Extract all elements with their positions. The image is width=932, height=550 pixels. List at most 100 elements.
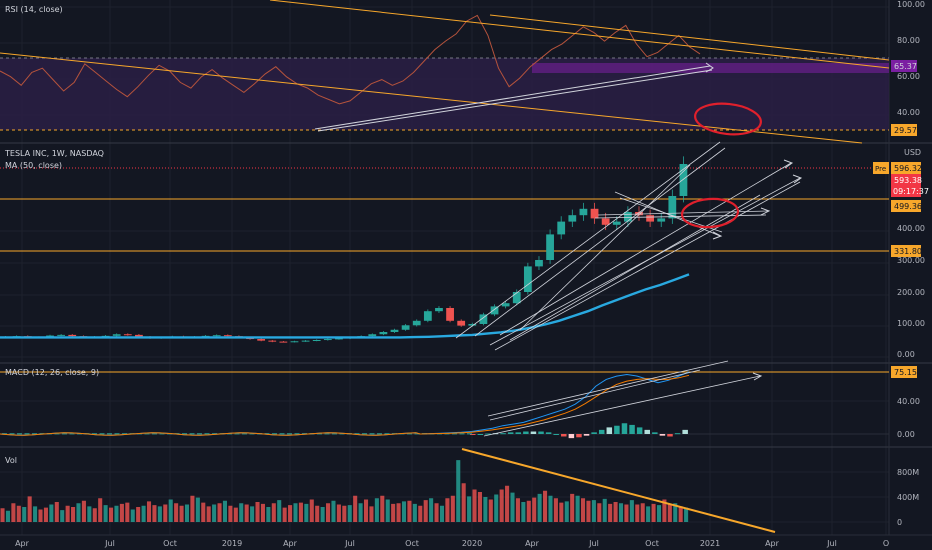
channel-line-2[interactable] bbox=[474, 147, 726, 337]
rsi-orange-trendline-3[interactable] bbox=[489, 14, 890, 61]
rsi-white-trendline-1[interactable] bbox=[314, 65, 711, 130]
rsi-tick-80: 80.00 bbox=[897, 36, 920, 45]
macd-pane[interactable]: MACD (12, 26, close, 9) bbox=[0, 360, 889, 439]
time-tick-label: Jul bbox=[588, 539, 599, 548]
volume-trendline[interactable] bbox=[461, 448, 776, 533]
volume-scale[interactable]: 800M 400M 0 bbox=[897, 468, 919, 527]
rsi-white-trendline-2[interactable] bbox=[317, 69, 713, 132]
rsi-scale[interactable]: 100.00 80.00 60.00 40.00 bbox=[897, 0, 925, 117]
volume-bar bbox=[201, 502, 206, 522]
candle-body bbox=[623, 212, 632, 222]
macd-histogram-bar bbox=[377, 433, 382, 435]
macd-histogram-bar bbox=[92, 433, 97, 435]
volume-bar bbox=[651, 503, 656, 522]
volume-bar bbox=[152, 505, 157, 522]
volume-bar bbox=[673, 503, 678, 522]
rsi-pane[interactable]: RSI (14, close) bbox=[0, 0, 890, 144]
volume-bar bbox=[353, 495, 358, 522]
channel-line-7[interactable] bbox=[519, 164, 691, 331]
candle-body bbox=[668, 196, 677, 219]
volume-bar bbox=[184, 504, 190, 522]
macd-histogram-bar bbox=[477, 434, 484, 435]
volume-bar bbox=[16, 505, 21, 522]
volume-bar bbox=[401, 501, 407, 522]
rsi-red-circle-annotation[interactable] bbox=[694, 101, 763, 138]
volume-bar bbox=[103, 505, 108, 522]
volume-bar bbox=[11, 503, 16, 522]
macd-histogram-bar bbox=[523, 431, 529, 434]
candle-body bbox=[546, 234, 554, 260]
macd-histogram-bar bbox=[62, 433, 67, 435]
macd-value-tag: 75.15 bbox=[891, 366, 917, 378]
volume-bar bbox=[418, 505, 423, 522]
rsi-series-line bbox=[0, 14, 701, 105]
macd-histogram-bar bbox=[317, 433, 322, 435]
macd-histogram-bar bbox=[32, 433, 37, 435]
time-tick-label: 2019 bbox=[222, 539, 242, 548]
volume-bar bbox=[190, 495, 195, 522]
time-axis[interactable]: Apr Jul Oct 2019 Apr Jul Oct 2020 Apr Jul Oct 2021 A… bbox=[15, 539, 889, 548]
volume-bar bbox=[499, 489, 504, 522]
macd-histogram-bar bbox=[667, 434, 673, 437]
macd-signal-line bbox=[0, 374, 690, 436]
macd-histogram-bar bbox=[500, 433, 506, 435]
price-tick-400: 400.00 bbox=[897, 224, 925, 233]
macd-scale[interactable]: 40.00 0.00 bbox=[897, 397, 920, 439]
price-scale[interactable]: 400.00 300.00 200.00 100.00 0.00 bbox=[897, 224, 925, 359]
macd-histogram-bar bbox=[362, 433, 367, 435]
volume-bar bbox=[385, 499, 390, 522]
ma-title: MA (50, close) bbox=[5, 161, 62, 170]
volume-bar bbox=[255, 502, 260, 522]
volume-bar bbox=[374, 498, 379, 522]
volume-bar bbox=[309, 499, 314, 522]
volume-bar bbox=[293, 503, 298, 522]
volume-bar bbox=[613, 502, 618, 522]
time-tick-label: Apr bbox=[283, 539, 298, 548]
macd-histogram-bar bbox=[530, 431, 537, 434]
macd-trendline-3[interactable] bbox=[483, 375, 761, 437]
candle-body bbox=[457, 320, 466, 326]
volume-bar bbox=[266, 507, 271, 522]
svg-text:29.57: 29.57 bbox=[894, 126, 917, 135]
volume-bar bbox=[331, 500, 336, 522]
volume-bar bbox=[505, 485, 510, 522]
volume-pane[interactable]: Vol bbox=[0, 448, 776, 533]
macd-histogram-bar bbox=[144, 433, 150, 435]
candle-body bbox=[468, 324, 477, 326]
macd-histogram-bar bbox=[9, 433, 15, 435]
volume-bar bbox=[5, 510, 10, 522]
channel-line-5[interactable] bbox=[494, 181, 801, 351]
time-tick-label: Apr bbox=[765, 539, 780, 548]
candle-body bbox=[557, 221, 566, 235]
volume-bar bbox=[407, 500, 412, 522]
macd-trendline-2[interactable] bbox=[489, 369, 701, 421]
candle-body bbox=[379, 332, 388, 335]
volume-bar bbox=[640, 503, 645, 522]
macd-histogram-bar bbox=[659, 434, 666, 436]
macd-histogram-bar bbox=[54, 433, 60, 435]
volume-bar bbox=[298, 502, 303, 522]
macd-trendline-1[interactable] bbox=[487, 360, 729, 417]
price-tick-0: 0.00 bbox=[897, 350, 915, 359]
time-tick-label: O bbox=[883, 539, 889, 548]
volume-bar bbox=[179, 505, 184, 522]
volume-bar bbox=[119, 503, 124, 522]
volume-bar bbox=[678, 506, 683, 522]
candle-body bbox=[212, 335, 221, 337]
rsi-orange-trendline-1[interactable] bbox=[0, 52, 863, 144]
channel-line-3[interactable] bbox=[499, 162, 792, 336]
channel-line-6[interactable] bbox=[509, 194, 761, 341]
candle-body bbox=[368, 334, 377, 337]
price-pane[interactable]: TESLA INC, 1W, NASDAQ MA (50, close) USD bbox=[0, 141, 921, 351]
last-price-tag: 593.38 09:17:37 bbox=[891, 174, 929, 197]
price-red-circle-annotation[interactable] bbox=[680, 197, 740, 229]
candle-body bbox=[423, 311, 432, 321]
macd-histogram-bar bbox=[545, 432, 552, 434]
macd-histogram-bar bbox=[332, 433, 337, 435]
macd-histogram-bar bbox=[621, 423, 628, 434]
channel-line-1[interactable] bbox=[455, 141, 721, 339]
rsi-orange-trendline-2[interactable] bbox=[269, 0, 890, 69]
rsi-purple-highlight bbox=[532, 63, 889, 73]
volume-bar bbox=[369, 506, 374, 522]
